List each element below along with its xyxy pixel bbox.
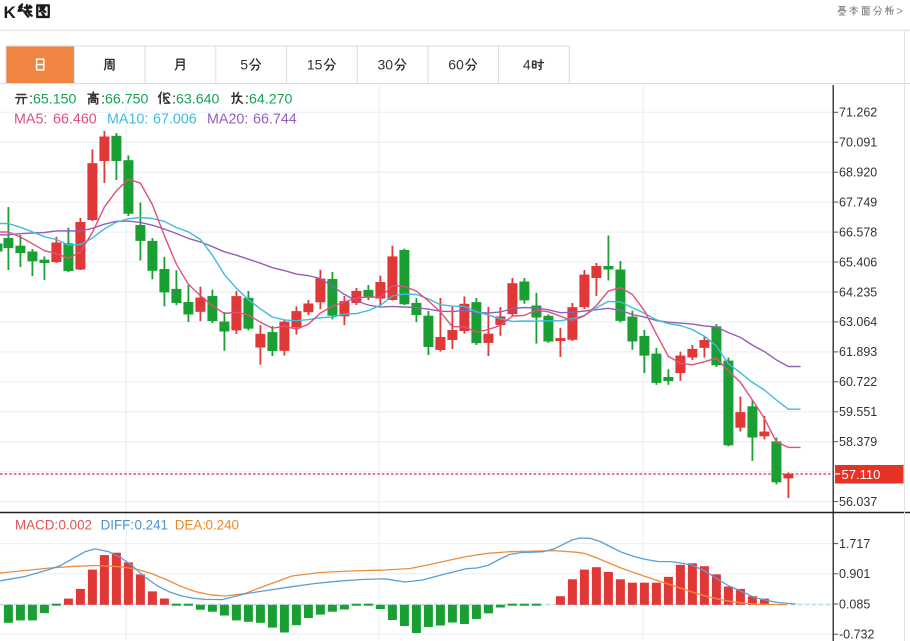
svg-text:63.640: 63.640 xyxy=(176,92,220,108)
svg-text:0.085: 0.085 xyxy=(839,597,870,611)
svg-text:0.002: 0.002 xyxy=(59,518,93,533)
svg-text:58.379: 58.379 xyxy=(839,435,877,449)
svg-text:MACD:: MACD: xyxy=(15,518,58,533)
svg-text:-0.732: -0.732 xyxy=(839,628,874,641)
svg-text:60.722: 60.722 xyxy=(839,375,877,389)
svg-text:61.893: 61.893 xyxy=(839,345,877,359)
svg-text::: : xyxy=(245,92,249,108)
svg-text:K: K xyxy=(4,3,17,22)
svg-text:64.235: 64.235 xyxy=(839,285,877,299)
svg-text:66.460: 66.460 xyxy=(53,112,97,128)
svg-text:67.749: 67.749 xyxy=(839,195,877,209)
svg-text:MA5:: MA5: xyxy=(14,112,47,128)
svg-text:0.901: 0.901 xyxy=(839,567,870,581)
svg-text:5: 5 xyxy=(240,57,248,73)
svg-text:>: > xyxy=(896,6,903,18)
svg-text::: : xyxy=(29,92,33,108)
svg-text:DIFF:: DIFF: xyxy=(101,518,134,533)
svg-text:63.064: 63.064 xyxy=(839,315,877,329)
svg-text:64.270: 64.270 xyxy=(249,92,293,108)
svg-text:66.750: 66.750 xyxy=(105,92,149,108)
svg-text::: : xyxy=(101,92,105,108)
svg-text:59.551: 59.551 xyxy=(839,405,877,419)
svg-text:70.091: 70.091 xyxy=(839,136,877,150)
svg-text:MA20:: MA20: xyxy=(207,112,248,128)
svg-text:67.006: 67.006 xyxy=(153,112,197,128)
svg-text::: : xyxy=(172,92,176,108)
svg-text:30: 30 xyxy=(378,57,394,73)
svg-text:71.262: 71.262 xyxy=(839,106,877,120)
svg-text:66.744: 66.744 xyxy=(253,112,297,128)
svg-text:57.110: 57.110 xyxy=(842,467,881,482)
svg-text:15: 15 xyxy=(307,57,323,73)
svg-text:DEA:: DEA: xyxy=(175,518,206,533)
svg-text:65.150: 65.150 xyxy=(33,92,77,108)
svg-text:0.241: 0.241 xyxy=(135,518,169,533)
svg-text:56.037: 56.037 xyxy=(839,495,877,509)
svg-text:60: 60 xyxy=(448,57,464,73)
svg-text:0.240: 0.240 xyxy=(206,518,240,533)
svg-text:MA10:: MA10: xyxy=(107,112,148,128)
svg-text:65.406: 65.406 xyxy=(839,255,877,269)
svg-text:68.920: 68.920 xyxy=(839,166,877,180)
svg-text:66.578: 66.578 xyxy=(839,225,877,239)
svg-text:1.717: 1.717 xyxy=(839,537,870,551)
svg-text:4: 4 xyxy=(523,57,531,73)
